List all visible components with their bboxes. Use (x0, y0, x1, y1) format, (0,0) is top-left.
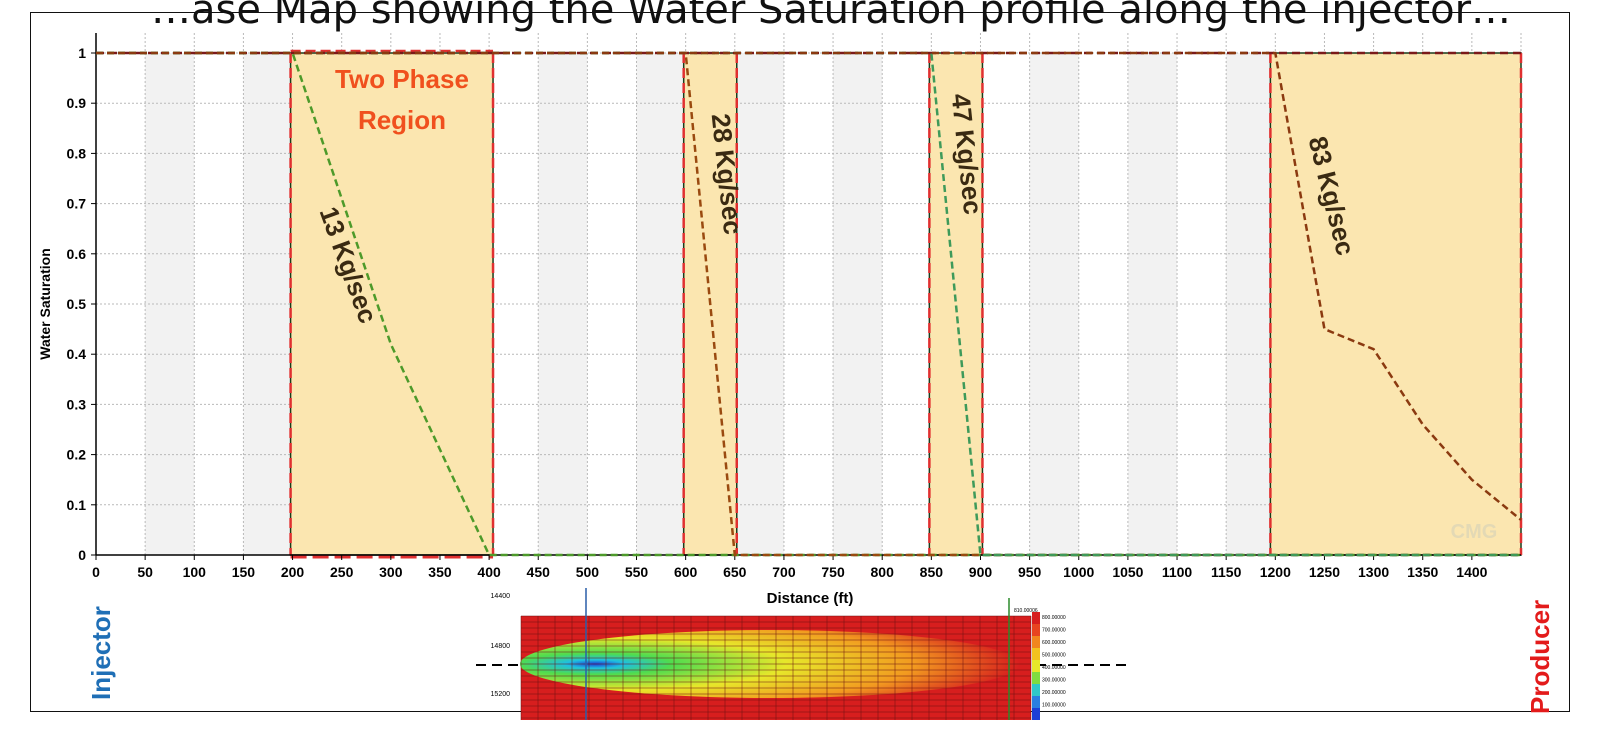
x-tick-label: 500 (576, 564, 600, 580)
legend-swatch (1032, 648, 1040, 660)
x-tick-label: 450 (527, 564, 551, 580)
producer-label: Producer (1525, 599, 1555, 714)
legend-swatch (1032, 612, 1040, 624)
x-tick-label: 700 (772, 564, 796, 580)
series-line (96, 51, 1522, 521)
legend-swatch (1032, 684, 1040, 696)
two-phase-region (1269, 52, 1522, 556)
y-tick-label: 0.7 (67, 196, 87, 212)
x-tick-label: 750 (821, 564, 845, 580)
x-tick-label: 400 (477, 564, 501, 580)
two-phase-region (289, 52, 494, 556)
legend-swatch (1032, 660, 1040, 672)
y-tick-label: 0.1 (67, 497, 87, 513)
x-tick-label: 1000 (1063, 564, 1094, 580)
depth-tick-label: 14400 (491, 593, 511, 600)
x-axis-label: Distance (ft) (767, 590, 854, 607)
legend-swatch (1032, 708, 1040, 720)
legend-swatch (1032, 624, 1040, 636)
depth-tick-label: 14800 (491, 643, 511, 650)
x-tick-label: 1250 (1309, 564, 1340, 580)
x-tick-label: 650 (723, 564, 747, 580)
series-line (96, 51, 1521, 557)
x-tick-label: 1050 (1112, 564, 1143, 580)
x-tick-label: 800 (871, 564, 895, 580)
x-tick-label: 1100 (1162, 564, 1193, 580)
legend-swatch (1032, 672, 1040, 684)
y-tick-label: 0.5 (67, 296, 87, 312)
x-tick-label: 900 (969, 564, 993, 580)
x-tick-label: 250 (330, 564, 354, 580)
x-tick-label: 350 (428, 564, 452, 580)
x-tick-label: 200 (281, 564, 305, 580)
legend-value: 600.00000 (1042, 640, 1066, 646)
y-tick-label: 0.9 (67, 95, 87, 111)
y-axis-label: Water Saturation (37, 248, 53, 360)
x-tick-label: 50 (137, 564, 153, 580)
legend-value: 800.00000 (1042, 615, 1066, 621)
legend-swatch (1032, 636, 1040, 648)
x-tick-label: 1300 (1358, 564, 1389, 580)
injector-label: Injector (86, 606, 116, 700)
legend-value: 100.00000 (1042, 703, 1066, 709)
depth-tick-label: 15200 (491, 691, 511, 698)
y-tick-label: 0.4 (67, 346, 87, 362)
y-tick-label: 1 (78, 45, 86, 61)
legend-value: 400.00000 (1042, 665, 1066, 671)
grid-band (734, 53, 784, 555)
y-tick-label: 0.8 (67, 145, 87, 161)
x-tick-label: 150 (232, 564, 256, 580)
legend-swatch (1032, 696, 1040, 708)
x-tick-label: 1350 (1407, 564, 1438, 580)
x-tick-label: 0 (92, 564, 100, 580)
x-tick-label: 600 (674, 564, 698, 580)
grid-band (538, 53, 588, 555)
x-tick-label: 850 (920, 564, 944, 580)
x-tick-label: 550 (625, 564, 649, 580)
x-tick-label: 1400 (1456, 564, 1487, 580)
x-tick-label: 950 (1018, 564, 1042, 580)
y-tick-label: 0.3 (67, 396, 87, 412)
legend-value: 500.00000 (1042, 653, 1066, 659)
figure-title: …ase Map showing the Water Saturation pr… (150, 0, 1512, 33)
legend-value: 200.00000 (1042, 690, 1066, 696)
legend-value: 300.00000 (1042, 678, 1066, 684)
y-tick-label: 0.2 (67, 447, 87, 463)
region-title: Two Phase Region (335, 64, 469, 135)
x-tick-label: 1200 (1260, 564, 1291, 580)
y-tick-label: 0 (78, 547, 86, 563)
two-phase-region (928, 52, 984, 556)
legend-value: 810.00006 (1014, 608, 1038, 614)
grid-band (1226, 53, 1276, 555)
cmg-watermark: CMG (1451, 521, 1498, 543)
x-tick-label: 300 (379, 564, 403, 580)
legend-value: 700.00000 (1042, 628, 1066, 634)
x-tick-label: 100 (183, 564, 207, 580)
y-tick-label: 0.6 (67, 246, 87, 262)
x-tick-label: 1150 (1211, 564, 1242, 580)
